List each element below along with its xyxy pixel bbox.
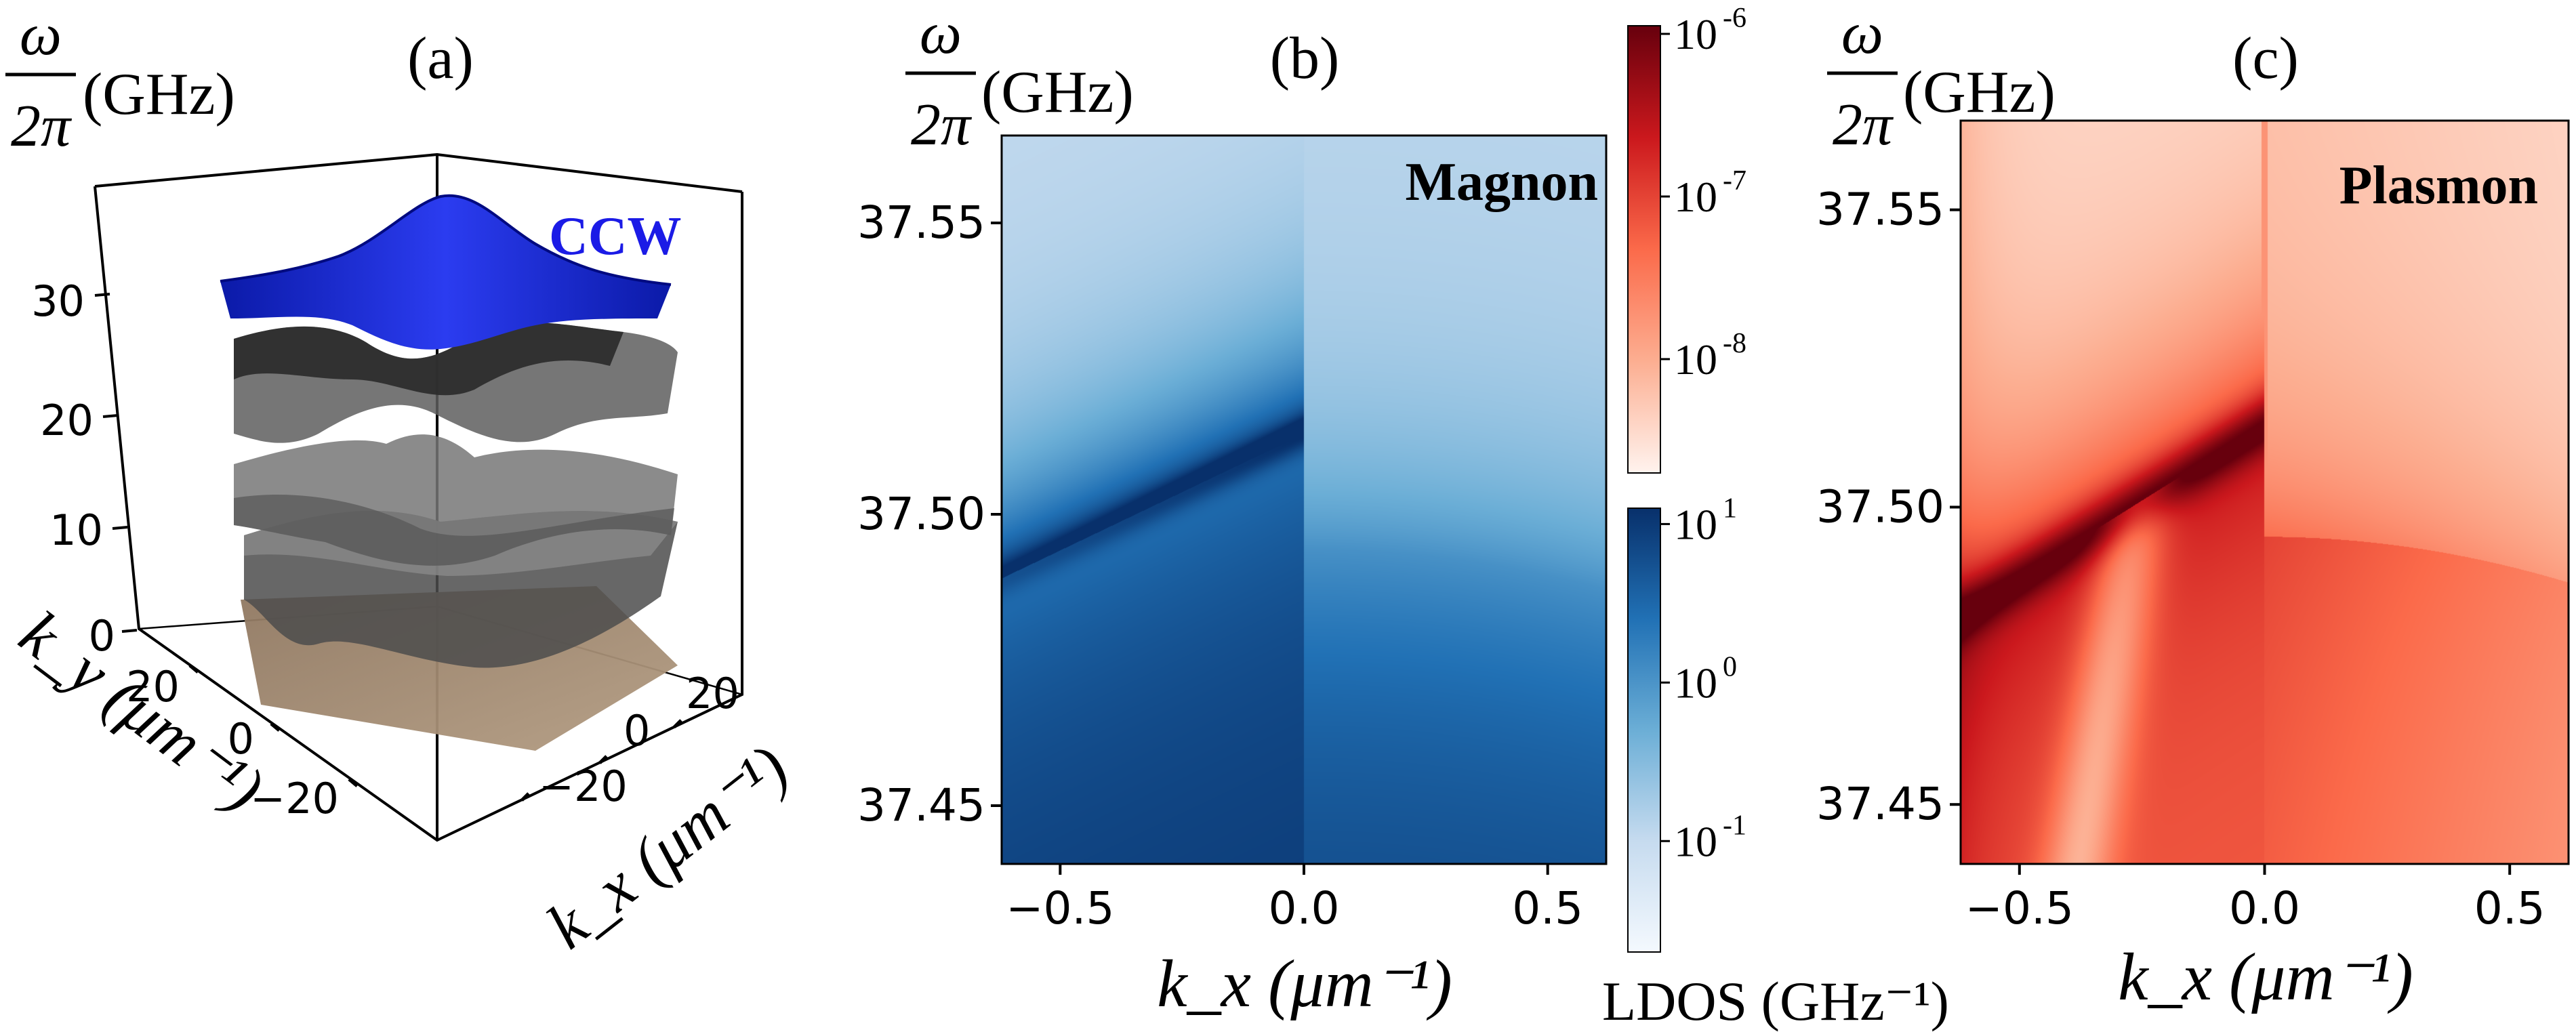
panel-a-band-2-shade <box>234 495 674 566</box>
colorbar-tick-exponent: -8 <box>1723 328 1746 359</box>
panel-b-ylabel-unit: (GHz) <box>981 60 1134 125</box>
y-tick-label: 37.50 <box>1816 480 1944 533</box>
x-tick-label: 0.0 <box>1269 882 1340 934</box>
panel-a-zlabel-unit: (GHz) <box>83 62 235 127</box>
panel-a-kx-ticks <box>520 719 682 802</box>
y-tick-label: 37.45 <box>857 779 985 831</box>
x-tick-label: −0.5 <box>1965 882 2074 934</box>
panel-c-ylabel-unit: (GHz) <box>1903 60 2056 125</box>
panel-b-colorbar-plasmon <box>1627 25 1661 474</box>
panel-c-x-ticks: −0.5 0.0 0.5 <box>1965 864 2546 934</box>
x-tick-label: 0.0 <box>2229 882 2300 934</box>
y-tick-label: 37.45 <box>1816 778 1944 830</box>
x-tick-label: −0.5 <box>1006 882 1114 934</box>
colorbar-tick-label: 10 <box>1674 335 1717 384</box>
panel-a-z-tick-label: 10 <box>49 505 103 555</box>
panel-a-ky-tick-label: −20 <box>250 774 339 823</box>
colorbar-tick-exponent: 0 <box>1723 651 1737 682</box>
panel-b-colorbar-magnon <box>1627 508 1661 953</box>
colorbar-tick-exponent: -7 <box>1723 165 1746 197</box>
panel-c-ylabel-omega: ω <box>1841 1 1883 66</box>
panel-c-ylabel-2pi: 2π <box>1833 92 1894 158</box>
x-tick-label: 0.5 <box>1512 882 1583 934</box>
colorbar-label: LDOS (GHz⁻¹) <box>1602 970 1949 1032</box>
colorbar-tick-exponent: -1 <box>1723 810 1746 841</box>
colorbar-tick-exponent: -6 <box>1723 3 1746 34</box>
panel-a-kx-tick-label: −20 <box>539 762 628 811</box>
y-tick-label: 37.55 <box>857 197 985 249</box>
colorbar-tick-label: 10 <box>1674 500 1717 548</box>
panel-b-magnon-heatmap: ω 2π (GHz) (b) Magnon 37.45 37.50 37.55 −0… <box>857 1 1949 1032</box>
panel-a-ky-ticks <box>188 664 359 787</box>
panel-b-label: (b) <box>1270 26 1340 91</box>
panel-b-title: Magnon <box>1406 152 1599 212</box>
panel-a-kx-tick-label: 0 <box>623 706 650 756</box>
panel-c-title: Plasmon <box>2339 156 2538 215</box>
panel-c-y-ticks: 37.45 37.50 37.55 <box>1816 184 1961 830</box>
colorbar-tick-exponent: 1 <box>1723 493 1737 524</box>
panel-a-z-tick-label: 30 <box>31 276 85 326</box>
panel-a-ccw-annotation: CCW <box>549 207 682 266</box>
colorbar-tick-label: 10 <box>1674 817 1717 865</box>
panel-a-ccw-band-surface <box>220 195 671 350</box>
panel-a-z-ticks <box>94 293 138 633</box>
colorbar-tick-label: 10 <box>1674 173 1717 221</box>
colorbar-tick-label: 10 <box>1674 659 1717 707</box>
x-tick-label: 0.5 <box>2474 882 2546 934</box>
panel-b-ylabel-omega: ω <box>920 1 962 66</box>
panel-a-ccw-band-rim <box>220 194 672 286</box>
panel-b-heatmap-image <box>1002 136 1606 864</box>
panel-a-zlabel-omega: ω <box>20 2 62 68</box>
colorbar-tick-label: 10 <box>1674 10 1717 58</box>
y-tick-label: 37.55 <box>1816 184 1944 236</box>
y-tick-label: 37.50 <box>857 488 985 540</box>
panel-a-z-tick-label: 20 <box>40 396 94 445</box>
panel-c-label: (c) <box>2232 26 2299 91</box>
panel-c-plasmon-heatmap: ω 2π (GHz) (c) Plasmon 37.45 37.50 37.55 −… <box>1816 1 2570 1014</box>
panel-a-zlabel-2pi: 2π <box>11 94 73 159</box>
panel-a-band-3-dark <box>234 323 623 396</box>
panel-a-kx-tick-label: 20 <box>686 669 739 718</box>
panel-a-ky-tick-label: 0 <box>228 714 254 764</box>
panel-c-heatmap-image <box>1961 121 2569 864</box>
panel-c-xlabel: k_x (μm⁻¹) <box>2118 939 2413 1014</box>
panel-a-label: (a) <box>407 26 474 91</box>
panel-a-ky-tick-label: 20 <box>126 662 180 711</box>
panel-b-xlabel: k_x (μm⁻¹) <box>1157 946 1452 1021</box>
panel-b-x-ticks: −0.5 0.0 0.5 <box>1006 864 1583 934</box>
panel-a-3d-band-plot: ω 2π (GHz) (a) CCW <box>5 2 802 962</box>
panel-b-ylabel-2pi: 2π <box>911 92 973 158</box>
plasmon-colorbar-ticks: 10-610-710-8 <box>1660 3 1746 384</box>
panel-a-z-tick-label: 0 <box>89 611 115 661</box>
panel-b-y-ticks: 37.45 37.50 37.55 <box>857 197 1002 831</box>
